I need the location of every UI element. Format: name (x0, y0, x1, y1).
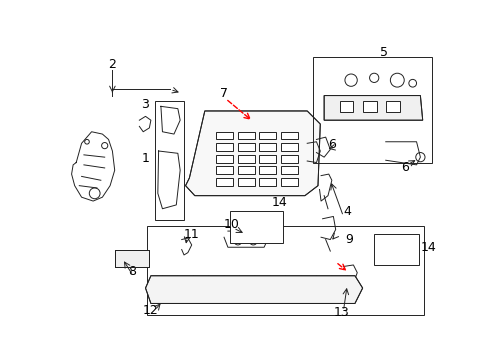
Bar (154, 101, 183, 220)
Bar (312, 57, 431, 163)
Text: 11: 11 (183, 228, 199, 240)
Bar (281, 166, 297, 174)
Text: 10: 10 (224, 218, 239, 231)
Bar (216, 166, 233, 174)
Bar (259, 155, 276, 163)
Bar (216, 132, 233, 139)
Bar (259, 178, 276, 186)
Bar (230, 211, 282, 243)
Text: 3: 3 (141, 98, 148, 111)
Bar (238, 143, 254, 151)
Bar (362, 101, 376, 112)
Text: 2: 2 (108, 58, 116, 71)
Bar (216, 143, 233, 151)
Text: 6: 6 (327, 138, 335, 151)
Text: 14: 14 (420, 241, 435, 254)
Bar (115, 249, 149, 266)
Bar (238, 155, 254, 163)
Bar (238, 166, 254, 174)
Text: 9: 9 (344, 233, 352, 246)
Bar (147, 226, 424, 315)
Bar (281, 143, 297, 151)
Text: 13: 13 (332, 306, 348, 319)
Bar (259, 132, 276, 139)
Bar (259, 166, 276, 174)
Polygon shape (145, 276, 362, 303)
Text: 7: 7 (220, 87, 227, 100)
Bar (339, 101, 353, 112)
Polygon shape (185, 111, 320, 195)
Text: 1: 1 (142, 152, 149, 165)
Bar (373, 234, 418, 265)
Bar (115, 249, 149, 266)
Text: 12: 12 (142, 304, 158, 317)
Bar (216, 155, 233, 163)
Bar (385, 101, 399, 112)
Bar (238, 178, 254, 186)
Bar (281, 178, 297, 186)
Bar (238, 132, 254, 139)
Text: 6: 6 (400, 161, 408, 175)
Bar (281, 155, 297, 163)
Text: 14: 14 (271, 196, 287, 209)
Text: 4: 4 (343, 204, 350, 217)
Text: 5: 5 (380, 46, 387, 59)
Bar (281, 132, 297, 139)
Bar (216, 178, 233, 186)
Bar (259, 143, 276, 151)
Polygon shape (324, 95, 422, 120)
Text: 8: 8 (127, 265, 135, 278)
